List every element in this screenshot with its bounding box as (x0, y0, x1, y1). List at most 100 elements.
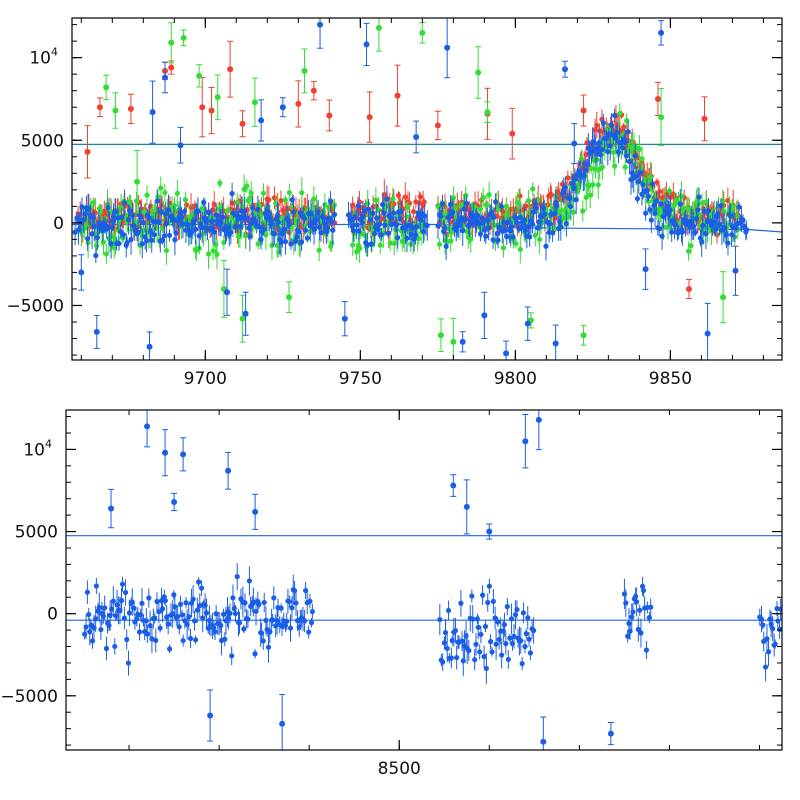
data-point (395, 234, 401, 241)
data-point (568, 203, 574, 210)
data-point (265, 209, 271, 215)
data-point (656, 226, 662, 232)
data-point (284, 618, 290, 625)
outlier-point (279, 104, 286, 111)
data-point (402, 194, 408, 200)
data-point (247, 233, 253, 239)
data-point (248, 190, 254, 196)
data-point (141, 209, 147, 215)
data-point (663, 207, 669, 214)
outlier-point (112, 107, 119, 114)
outlier-point (701, 115, 708, 122)
data-point (143, 238, 150, 244)
data-point (121, 615, 127, 621)
data-point (466, 647, 472, 654)
data-point (136, 629, 143, 635)
outlier-point (96, 104, 103, 111)
data-point (220, 611, 227, 617)
data-point (163, 247, 170, 254)
data-point (173, 230, 179, 236)
data-point (318, 230, 324, 236)
data-point (211, 229, 217, 235)
data-point (721, 208, 727, 214)
data-point (222, 636, 228, 642)
x-tick-label: 9700 (184, 369, 227, 389)
data-point (289, 197, 295, 203)
data-point (691, 223, 697, 229)
data-point (490, 598, 496, 605)
data-point (139, 241, 145, 247)
data-point (679, 229, 686, 235)
data-point (659, 233, 665, 239)
data-point (531, 209, 537, 215)
y-tick-label: 0 (47, 605, 58, 625)
data-point (505, 656, 511, 663)
data-point (193, 226, 199, 232)
data-point (448, 655, 454, 661)
data-point (523, 203, 529, 209)
data-point (421, 199, 427, 205)
data-point (86, 611, 92, 618)
data-point (245, 616, 251, 622)
data-point (630, 609, 636, 615)
data-point (450, 195, 457, 201)
data-point (591, 139, 597, 145)
data-point (573, 197, 579, 203)
data-point (470, 213, 476, 219)
data-point (94, 235, 101, 241)
outlier-point (363, 41, 370, 48)
x-tick-label: 9800 (494, 369, 537, 389)
data-point (525, 198, 532, 204)
data-point (289, 605, 295, 611)
data-point (509, 223, 515, 230)
data-point (315, 209, 321, 215)
data-point (116, 240, 122, 247)
data-point (201, 199, 207, 205)
data-point (517, 246, 523, 253)
data-point (643, 210, 649, 216)
outlier-point (540, 738, 547, 745)
data-point (110, 598, 116, 604)
data-point (565, 175, 571, 181)
data-point (468, 236, 474, 242)
data-point (180, 221, 186, 227)
outlier-point (225, 467, 232, 474)
data-point (157, 625, 163, 631)
data-point (483, 202, 489, 208)
data-point (153, 637, 159, 643)
data-point (375, 226, 381, 233)
data-point (172, 604, 178, 610)
data-point (159, 225, 166, 232)
data-point (572, 176, 578, 182)
data-point (700, 222, 706, 229)
data-point (127, 208, 133, 214)
data-point (529, 221, 536, 227)
data-point (469, 593, 475, 599)
outlier-point (732, 267, 739, 274)
data-point (90, 215, 96, 221)
x-tick-label: 9750 (339, 369, 382, 389)
data-point (109, 218, 116, 224)
data-point (590, 182, 596, 188)
data-point (563, 221, 569, 227)
data-point (144, 192, 150, 198)
data-point (203, 610, 210, 616)
data-point (220, 214, 226, 220)
data-point (214, 251, 220, 257)
data-point (527, 650, 534, 656)
data-point (126, 199, 132, 205)
outlier-point (177, 142, 184, 149)
data-point (311, 196, 317, 202)
data-point (126, 610, 133, 616)
outlier-point (227, 66, 234, 73)
data-point (562, 184, 568, 190)
data-point (108, 241, 114, 247)
data-point (149, 237, 155, 243)
data-point (548, 192, 554, 198)
y-tick-label: −5000 (6, 296, 64, 316)
data-point (648, 217, 654, 223)
data-point (519, 660, 525, 667)
data-point (613, 135, 619, 141)
outlier-point (168, 64, 175, 71)
data-point (225, 208, 231, 214)
